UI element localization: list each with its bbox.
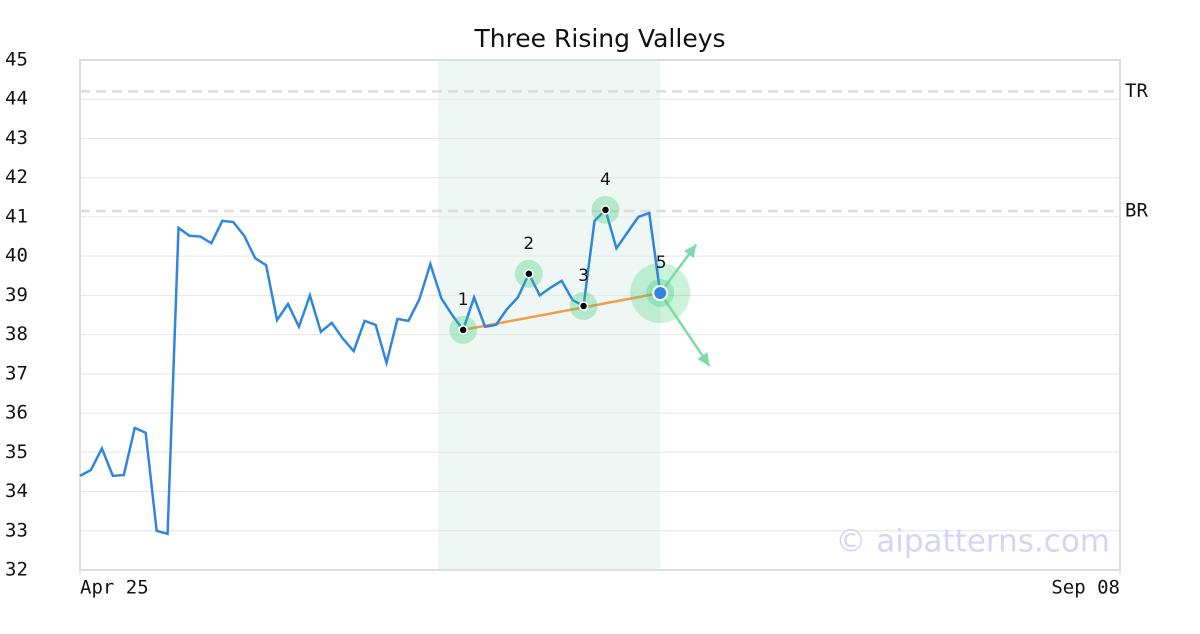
y-tick-label: 33 — [5, 519, 28, 541]
watermark: © aipatterns.com — [835, 524, 1110, 560]
pattern-point — [524, 269, 534, 279]
x-tick-label: Sep 08 — [1051, 577, 1120, 599]
y-tick-label: 36 — [5, 402, 28, 424]
reference-label: BR — [1125, 200, 1148, 222]
pattern-point — [600, 205, 611, 215]
y-tick-label: 37 — [5, 362, 28, 384]
plot-frame — [79, 59, 1121, 571]
pattern-label: 4 — [600, 170, 611, 190]
y-tick-label: 38 — [5, 323, 28, 345]
reference-label: TR — [1125, 80, 1148, 102]
y-tick-label: 44 — [5, 88, 28, 110]
pattern-point — [578, 301, 589, 311]
y-tick-label: 32 — [5, 559, 28, 581]
y-tick-label: 45 — [5, 49, 28, 71]
y-tick-label: 35 — [5, 441, 28, 463]
pattern-point — [458, 325, 468, 335]
y-tick-label: 41 — [5, 205, 28, 227]
y-tick-label: 43 — [5, 127, 28, 149]
y-tick-label: 40 — [5, 245, 28, 267]
pattern-point — [652, 285, 669, 302]
y-tick-label: 34 — [5, 480, 28, 502]
projection-arrow — [659, 292, 711, 367]
chart-title: Three Rising Valleys — [473, 24, 725, 53]
pattern-label: 5 — [656, 253, 667, 273]
arrow-head — [697, 352, 710, 366]
x-tick-label: Apr 25 — [80, 577, 149, 599]
pattern-label: 1 — [458, 290, 469, 310]
arrow-head — [683, 244, 697, 259]
pattern-label: 2 — [523, 234, 534, 254]
pattern-label: 3 — [578, 266, 589, 286]
y-tick-label: 39 — [5, 284, 28, 306]
y-tick-label: 42 — [5, 166, 28, 188]
price-line — [79, 207, 662, 536]
